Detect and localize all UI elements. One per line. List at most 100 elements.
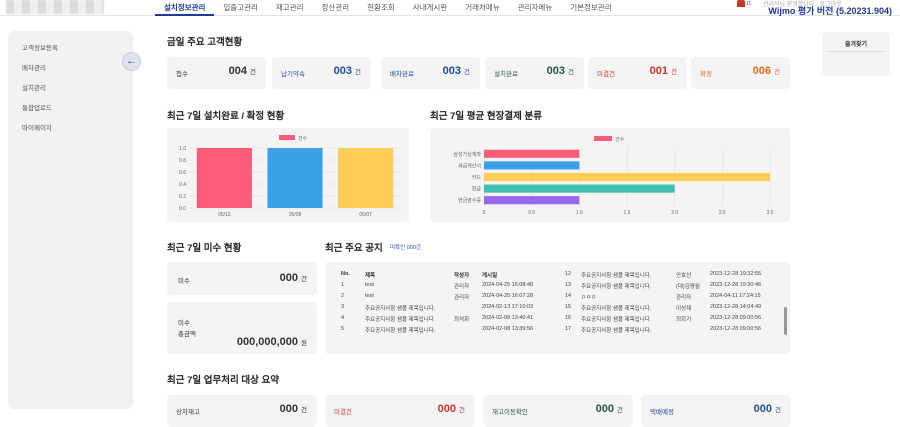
notice-cell-author: 관리자 xyxy=(454,295,470,301)
payment-chart-title: 최근 7일 평균 현장결제 분류 xyxy=(430,111,542,122)
notice-row[interactable]: 2 test 관리자 2024-04-25 16:07:28 xyxy=(341,292,571,303)
bar xyxy=(484,184,675,193)
nav-item[interactable]: 관리자메뉴 xyxy=(517,3,553,12)
status-card[interactable]: 미결건 000 건 xyxy=(325,395,475,427)
x-tick-label: 3.0 xyxy=(767,210,774,216)
notice-cell-date: 2023-12-28 14:04:49 xyxy=(710,304,762,310)
notice-cell-no: 4 xyxy=(341,315,345,321)
sidebar-item[interactable]: 통합업로드 xyxy=(22,105,52,112)
bell-icon[interactable] xyxy=(737,0,745,7)
notice-row[interactable]: 15 주요공지사항 샘플 제목입니다. 이성재 2023-12-28 14:04:49 xyxy=(565,303,785,314)
nav-item[interactable]: 설치정보관리 xyxy=(155,0,215,16)
y-tick-label: 삼성가상계좌 xyxy=(453,151,481,158)
sidebar-item[interactable]: 고객정보등록 xyxy=(22,45,58,52)
status-card-unit: 건 xyxy=(464,69,470,76)
notice-cell-author: 안호선 xyxy=(676,273,692,279)
notice-cell-title: 주요공지사항 샘플 제목입니다. xyxy=(581,284,652,290)
logo[interactable] xyxy=(6,0,104,14)
status-card-label: 상차재고 xyxy=(176,409,200,416)
nav-item[interactable]: 현황조회 xyxy=(367,3,395,12)
status-card-value: 000 건 xyxy=(596,403,623,415)
status-card-value: 004 건 xyxy=(229,65,256,77)
status-card-unit: 건 xyxy=(459,407,465,414)
x-tick-label: 2.5 xyxy=(719,210,726,216)
notice-scrollbar[interactable] xyxy=(784,307,787,335)
y-tick-label: 0.8 xyxy=(179,158,186,164)
notice-cell-date: 2024-04-25 16:07:28 xyxy=(482,293,534,299)
notice-table-right: 12 주요공지사항 샘플 제목입니다. 안호선 2023-12-28 19:32:55… xyxy=(565,270,785,336)
notice-row[interactable]: 5 주요공지사항 샘플 제목입니다. 2024-02-08 13:39:56 xyxy=(341,325,571,336)
sidebar-collapse-button[interactable]: ← xyxy=(122,52,141,71)
misu-amount-label-2: 총금액 xyxy=(178,331,196,338)
notice-cell-date: 2024-02-13 17:10:03 xyxy=(482,304,534,310)
notice-cell-title: test xyxy=(365,282,374,288)
notice-cell-date: 2023-12-28 19:30:46 xyxy=(710,282,762,288)
notice-cell-no: 3 xyxy=(341,304,345,310)
status-card-label: 납기약속 xyxy=(281,71,305,78)
status-card-label: 확정 xyxy=(700,71,712,78)
status-card-number: 001 xyxy=(649,65,669,77)
status-card[interactable]: 납기약속 003 건 xyxy=(272,57,371,89)
status-card[interactable]: 설치완료 003 건 xyxy=(485,57,584,89)
sidebar-item[interactable]: 배차관리 xyxy=(22,65,46,72)
nav-item[interactable]: 재고관리 xyxy=(275,3,304,12)
notice-row[interactable]: 17 주요공지사항 샘플 제목입니다. 2023-12-28 09:00:56 xyxy=(565,325,785,336)
status-card[interactable]: 접수 004 건 xyxy=(167,57,266,89)
notice-cell-date: 2023-12-28 19:32:55 xyxy=(710,271,762,277)
status-card-value: 003 건 xyxy=(443,65,470,77)
notice-row[interactable]: 4 주요공지사항 샘플 제목입니다. 최석화 2024-02-08 13:40:41 xyxy=(341,314,571,325)
x-tick-label: 0 xyxy=(483,210,486,216)
favorites-panel: 즐겨찾기 xyxy=(822,32,890,76)
x-tick-label: 05/08 xyxy=(289,212,302,218)
bar xyxy=(484,161,580,170)
nav-item[interactable]: 사내게시판 xyxy=(412,3,448,12)
status-card-label: 접수 xyxy=(176,71,188,78)
payment-bar-chart: 건수 0 0.5 1.0 1.5 2.0 2.5 3.0 삼성가상계좌세금계산서카드현금현금영수… xyxy=(453,136,774,216)
status-card-unit: 건 xyxy=(617,407,623,414)
notice-cell-no: 14 xyxy=(565,293,572,299)
misu-count-card[interactable]: 미수 000 건 xyxy=(167,262,317,295)
notice-cell-date: 2024-04-11 17:24:15 xyxy=(710,293,761,299)
unread-count[interactable]: 미확인 000건 xyxy=(390,245,421,251)
nav-item[interactable]: 기본정보관리 xyxy=(570,3,612,12)
bar xyxy=(338,148,394,208)
notice-row[interactable]: 3 주요공지사항 샘플 제목입니다. 2024-02-13 17:10:03 xyxy=(341,303,571,314)
misu-amount-unit: 원 xyxy=(301,340,307,347)
status-card-number: 003 xyxy=(546,65,566,77)
sidebar-item[interactable]: 설치관리 xyxy=(22,85,46,92)
status-card-value: 006 건 xyxy=(753,65,780,77)
status-card[interactable]: 미결건 001 건 xyxy=(588,57,687,89)
notice-cell-title: 주요공지사항 샘플 제목입니다. xyxy=(581,306,652,312)
nav-item[interactable]: 거래처메뉴 xyxy=(465,3,500,12)
notice-header-cell[interactable]: 작성자 xyxy=(454,273,470,279)
notice-header-cell[interactable]: 제목 xyxy=(365,273,376,279)
notice-header-cell[interactable]: 게시일 xyxy=(482,273,498,279)
nav-item[interactable]: 정산관리 xyxy=(321,3,350,12)
notice-cell-author: 이성재 xyxy=(676,306,692,312)
notice-cell-title: 주요공지사항 샘플 제목입니다. xyxy=(365,306,436,312)
notice-row[interactable]: 12 주요공지사항 샘플 제목입니다. 안호선 2023-12-28 19:32:55 xyxy=(565,270,785,281)
status-card[interactable]: 재고이동확인 000 건 xyxy=(483,395,633,427)
status-card-number: 000 xyxy=(437,403,457,415)
y-tick-label: 카드 xyxy=(472,174,482,181)
notice-header-cell[interactable]: No. xyxy=(341,271,350,277)
status-card[interactable]: 상차재고 000 건 xyxy=(167,395,317,427)
y-tick-label: 0.0 xyxy=(179,206,186,212)
payment-chart-panel: 건수 0 0.5 1.0 1.5 2.0 2.5 3.0 삼성가상계좌 세금계산서 카드 현금 현금영수… xyxy=(430,128,790,222)
misu-amount-card[interactable]: 미수 총금액 000,000,000 원 xyxy=(167,302,317,354)
legend-label: 건수 xyxy=(298,135,308,142)
status-card-value: 000 건 xyxy=(280,403,307,415)
status-card[interactable]: 택배예정 000 건 xyxy=(641,395,791,427)
status-card[interactable]: 배차완료 003 건 xyxy=(381,57,480,89)
notice-cell-title: 주요공지사항 샘플 제목입니다. xyxy=(581,317,652,323)
notice-row[interactable]: 1 test 관리자 2024-04-25 16:08:48 xyxy=(341,281,571,292)
status-card[interactable]: 확정 006 건 xyxy=(691,57,790,89)
status-card-number: 000 xyxy=(595,403,615,415)
arrow-left-icon: ← xyxy=(126,55,137,67)
notice-row[interactable]: 13 주요공지사항 샘플 제목입니다. (대)김평월 2023-12-28 19:30… xyxy=(565,281,785,292)
notice-row[interactable]: 14 ㅇㅁㅇ 관리자 2024-04-11 17:24:15 xyxy=(565,292,785,303)
notice-row[interactable]: 16 주요공지사항 샘플 제목입니다. 최회기 2023-12-28 09:00:56 xyxy=(565,314,785,325)
nav-item[interactable]: 입출고관리 xyxy=(223,3,258,12)
sidebar-item[interactable]: 마이페이지 xyxy=(22,125,52,132)
